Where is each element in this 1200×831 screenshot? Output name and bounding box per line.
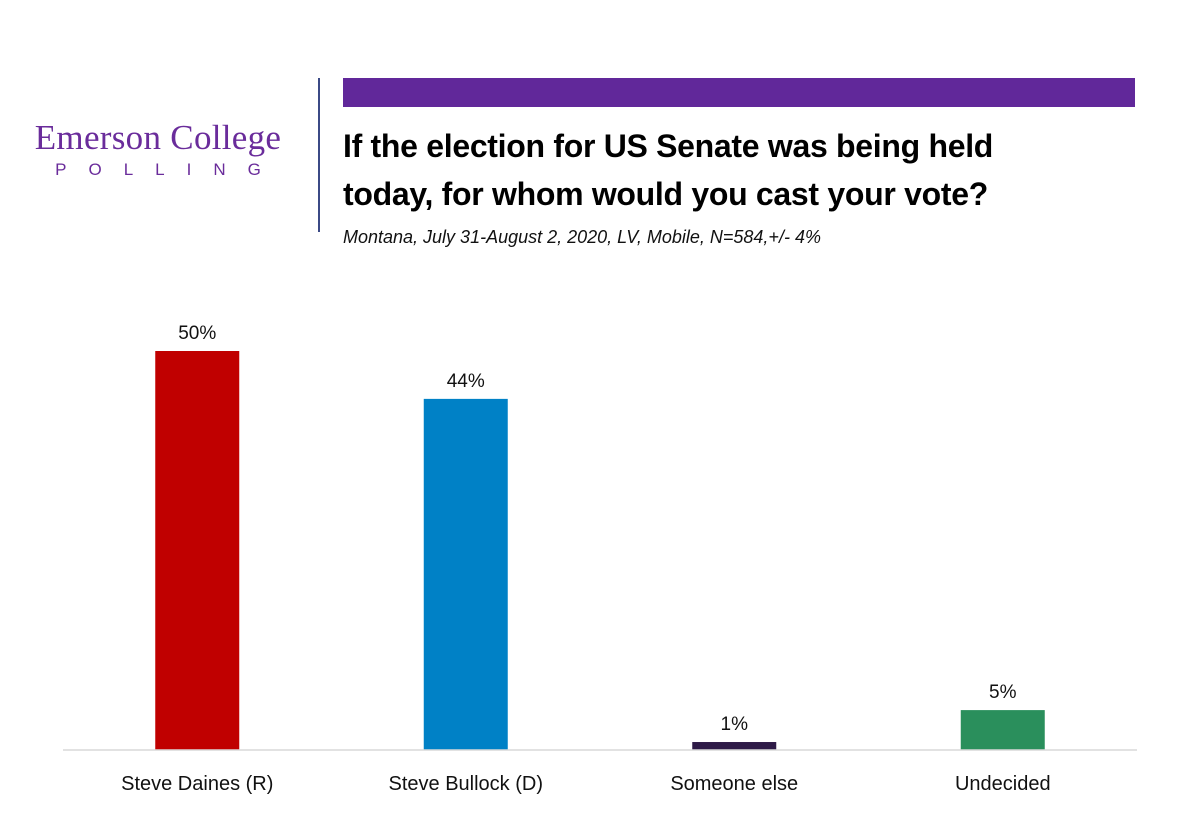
chart-subtitle: Montana, July 31-August 2, 2020, LV, Mob… [343, 227, 821, 247]
value-label-steve-bullock-d: 44% [447, 371, 485, 392]
bar-someone-else [692, 742, 777, 750]
logo-subtitle: POLLING [55, 160, 283, 179]
value-label-someone-else: 1% [721, 714, 749, 735]
category-label-steve-daines-r: Steve Daines (R) [121, 773, 273, 795]
chart-title-line-2: today, for whom would you cast your vote… [343, 176, 988, 212]
bars-layer [155, 351, 1045, 750]
logo-name: Emerson College [34, 118, 282, 157]
value-label-undecided: 5% [989, 682, 1017, 703]
header-divider [318, 78, 320, 232]
bar-steve-daines-r [155, 351, 240, 750]
bar-steve-bullock-d [423, 398, 508, 750]
labels-layer: 50% Steve Daines (R) 44% Steve Bullock (D) 1… [121, 323, 1050, 795]
bar-undecided [960, 710, 1045, 750]
chart-title: If the election for US Senate was being … [343, 122, 1143, 218]
chart-title-line-1: If the election for US Senate was being … [343, 128, 994, 164]
category-label-steve-bullock-d: Steve Bullock (D) [389, 773, 544, 795]
value-label-steve-daines-r: 50% [178, 323, 216, 344]
category-label-undecided: Undecided [955, 773, 1051, 795]
emerson-college-polling-logo: Emerson College POLLING [0, 118, 316, 180]
header-accent-bar [343, 78, 1135, 107]
category-label-someone-else: Someone else [670, 773, 798, 795]
